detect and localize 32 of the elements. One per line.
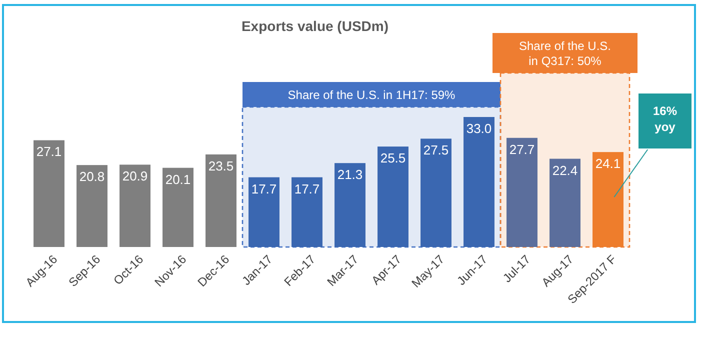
band-label: Share of the U.S. in Q317: 50%: [518, 39, 612, 68]
bar: [464, 117, 494, 247]
bar: [420, 138, 452, 247]
data-label: 27.5: [423, 142, 449, 158]
data-label: 27.1: [36, 144, 62, 160]
data-label: 25.5: [380, 150, 406, 166]
data-label: 17.7: [251, 181, 277, 196]
data-label: 22.4: [552, 162, 578, 178]
chart-title: Exports value (USDm): [241, 18, 389, 34]
bar: [206, 154, 236, 247]
data-label: 20.1: [165, 172, 191, 187]
data-label: 27.7: [509, 142, 535, 157]
bar: [34, 140, 64, 247]
bar: [378, 146, 408, 247]
bar: [592, 152, 624, 247]
bar: [162, 168, 194, 247]
bar: [334, 163, 366, 247]
data-label: 17.7: [294, 181, 320, 196]
bar: [248, 177, 280, 247]
data-label: 24.1: [595, 156, 621, 172]
bar: [550, 158, 580, 247]
data-label: 23.5: [208, 158, 234, 174]
bar: [76, 165, 108, 247]
data-label: 20.8: [79, 169, 105, 184]
text: 16% yoy: [652, 104, 678, 134]
bar: [120, 164, 150, 247]
band-label: Share of the U.S. in 1H17: 59%: [288, 88, 456, 102]
bar: [506, 138, 538, 247]
bar: [292, 177, 322, 247]
data-label: 20.9: [122, 168, 148, 184]
data-label: 33.0: [466, 121, 492, 136]
data-label: 21.3: [337, 167, 363, 182]
